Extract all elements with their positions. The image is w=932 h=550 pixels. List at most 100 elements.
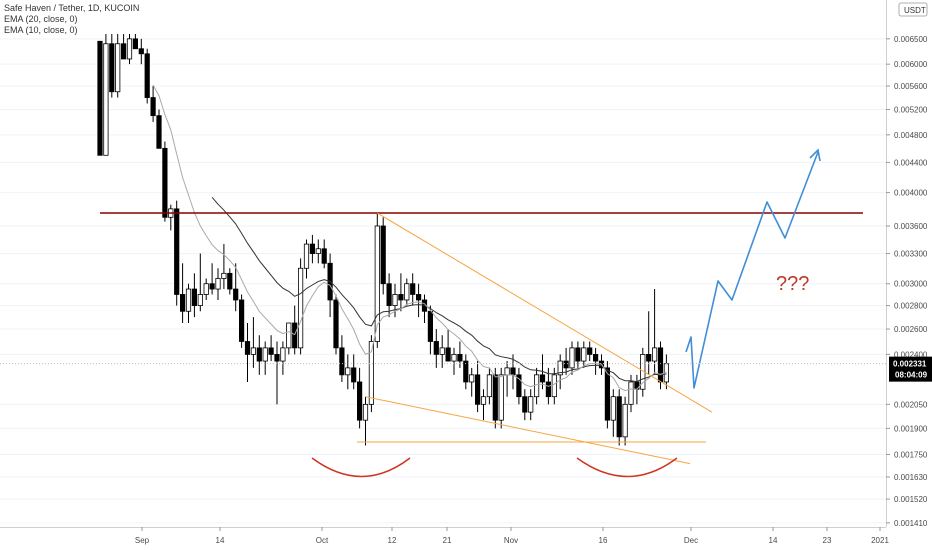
candle-body <box>126 38 133 60</box>
candle <box>179 263 186 324</box>
candle <box>339 335 345 382</box>
candle-body <box>138 48 144 55</box>
time-tick-label: Nov <box>504 536 518 545</box>
candle <box>368 335 375 413</box>
candle-body <box>557 360 563 376</box>
candle-body <box>233 288 239 301</box>
ema20-label[interactable]: EMA (20, close, 0) <box>4 14 78 24</box>
candle <box>233 263 239 312</box>
candle-body <box>303 243 310 269</box>
candle-body <box>486 374 493 398</box>
candle-body <box>374 225 380 342</box>
time-tick-label: Oct <box>316 536 329 545</box>
left-shoulder-arc[interactable] <box>311 457 411 478</box>
candle-body <box>474 374 481 405</box>
candle-body <box>386 283 392 306</box>
ema20-line <box>211 196 667 383</box>
candle-body <box>321 248 327 264</box>
candle <box>333 294 339 355</box>
price-tick-label: 0.005200 <box>894 106 928 115</box>
candle-body <box>309 243 316 254</box>
price-tick-label: 0.005600 <box>894 82 928 91</box>
candle-body <box>238 299 245 342</box>
price-tick-label: 0.004000 <box>894 189 928 198</box>
candle <box>451 347 457 375</box>
price-tick-label: 0.002600 <box>894 325 928 334</box>
candle-body <box>581 347 587 362</box>
candle <box>103 34 109 156</box>
candle-body <box>356 381 363 421</box>
price-tick-label: 0.001520 <box>894 495 928 504</box>
candle-body <box>203 283 209 295</box>
wedge-lower-line[interactable] <box>365 396 691 465</box>
grid <box>0 38 886 524</box>
candle <box>534 367 540 405</box>
candle-body <box>250 347 256 355</box>
candle <box>174 200 180 306</box>
candle-body <box>351 367 357 383</box>
candle-body <box>297 267 304 349</box>
candle-body <box>179 294 186 312</box>
price-tick-label: 0.002050 <box>894 400 928 409</box>
symbol-title[interactable]: Safe Haven / Tether, 1D, KUCOIN <box>4 3 140 13</box>
candle-body <box>480 396 487 405</box>
candle-body <box>221 272 227 279</box>
candle <box>345 354 351 390</box>
candle-body <box>498 374 504 421</box>
price-tick-label: 0.001900 <box>894 424 928 433</box>
candle-body <box>227 272 233 290</box>
wedge-upper-line[interactable] <box>377 212 713 413</box>
candle <box>622 396 628 446</box>
candle <box>374 213 380 348</box>
candle <box>203 278 209 300</box>
candle-body <box>339 347 345 376</box>
candle-body <box>610 396 616 421</box>
projection-path[interactable] <box>685 151 819 389</box>
time-tick-label: 12 <box>388 536 397 545</box>
candle-body <box>451 354 457 362</box>
candle-body <box>622 403 628 438</box>
candle <box>262 341 268 375</box>
candle <box>268 335 274 362</box>
candle <box>516 367 522 405</box>
annotation-text[interactable]: ??? <box>776 273 809 295</box>
price-tick-label: 0.004800 <box>894 131 928 140</box>
price-tick-label: 0.001410 <box>894 519 928 528</box>
chart-legend: Safe Haven / Tether, 1D, KUCOIN EMA (20,… <box>4 3 139 36</box>
candle <box>463 354 469 390</box>
candle <box>469 367 475 397</box>
right-shoulder-arc[interactable] <box>576 457 678 478</box>
candle <box>150 86 156 122</box>
candle-body <box>362 403 369 421</box>
candle <box>356 367 363 429</box>
ema10-line <box>152 84 667 392</box>
candle-body <box>522 396 528 413</box>
candle-body <box>457 354 463 362</box>
candle-body <box>392 294 398 306</box>
candle <box>386 273 392 318</box>
candle <box>433 329 439 368</box>
candle <box>504 361 510 397</box>
price-tick-label: 0.003300 <box>894 250 928 259</box>
time-axis[interactable]: Sep 14 Oct 12 21 Nov 16 Dec 14 23 2021 <box>0 527 889 545</box>
candle <box>168 204 174 231</box>
price-axis[interactable]: 0.006500 0.006000 0.005600 0.005200 0.004800… <box>886 0 932 528</box>
candle-body <box>191 288 197 306</box>
candles-layer <box>0 34 886 524</box>
ema10-label[interactable]: EMA (10, close, 0) <box>4 25 78 35</box>
candle <box>362 396 369 446</box>
current-price-box[interactable] <box>889 356 932 382</box>
candle-body <box>410 283 416 295</box>
time-tick-label: Dec <box>684 536 698 545</box>
time-tick-label: 14 <box>769 536 778 545</box>
candle <box>439 335 445 368</box>
candle-body <box>197 294 203 306</box>
candle-body <box>268 347 274 355</box>
candle-body <box>280 347 286 362</box>
candle <box>480 389 487 421</box>
candle-body <box>244 341 251 355</box>
candle-body <box>516 374 522 398</box>
unit-box[interactable] <box>898 2 928 17</box>
candle-body <box>427 310 434 342</box>
